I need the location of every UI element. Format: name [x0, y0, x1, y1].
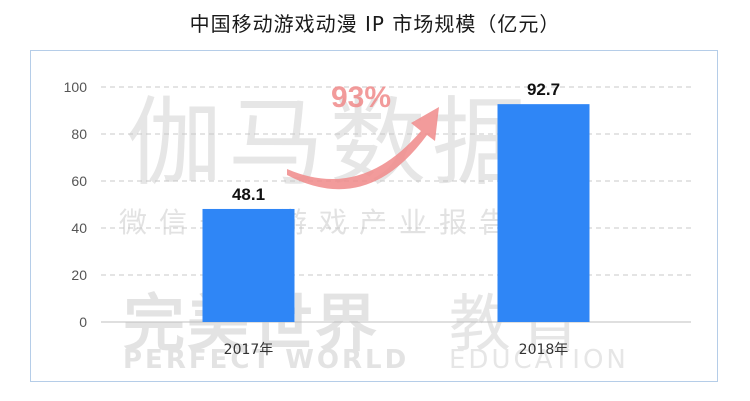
bar-chart: 0 20 40 60 80 100 93% 48.1 92.7 2017年 2018年 — [64, 79, 691, 358]
bar-2 — [497, 104, 590, 322]
growth-arrow-group: 93% — [287, 81, 439, 190]
data-labels: 48.1 92.7 — [232, 80, 560, 204]
data-label: 48.1 — [232, 185, 265, 204]
y-axis-ticks: 0 20 40 60 80 100 — [64, 79, 88, 330]
x-tick-label: 2017年 — [224, 342, 274, 358]
x-axis-ticks: 2017年 2018年 — [224, 342, 569, 358]
y-tick-label: 20 — [71, 267, 87, 283]
bar-1 — [202, 208, 295, 322]
y-tick-label: 0 — [79, 314, 87, 330]
y-tick-label: 100 — [64, 79, 88, 95]
y-tick-label: 60 — [71, 173, 87, 189]
growth-arrow-icon — [287, 107, 439, 190]
bars — [202, 104, 590, 322]
y-tick-label: 40 — [71, 220, 87, 236]
data-label: 92.7 — [527, 80, 560, 99]
gridlines — [101, 86, 691, 323]
chart-title: 中国移动游戏动漫 IP 市场规模（亿元） — [189, 12, 561, 36]
y-tick-label: 80 — [71, 126, 87, 142]
x-tick-label: 2018年 — [519, 342, 569, 358]
chart-frame: 伽马数据 微信号：游戏产业报告 完美世界 教育 PERFECT WORLD ED… — [30, 50, 718, 382]
growth-label: 93% — [331, 81, 391, 114]
